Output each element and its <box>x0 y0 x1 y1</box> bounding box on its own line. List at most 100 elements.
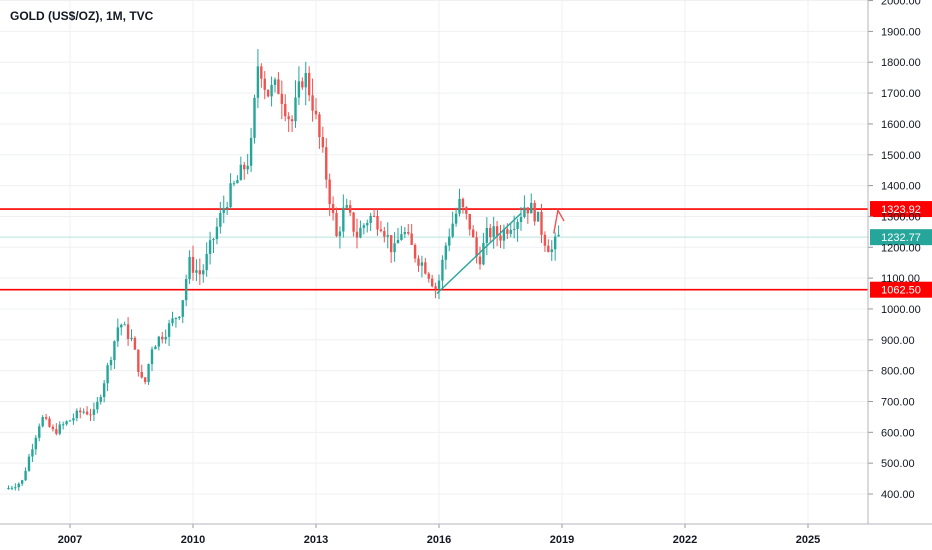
candle <box>437 274 441 300</box>
candle <box>191 245 195 281</box>
candle <box>229 173 232 210</box>
y-tick-label: 1100.00 <box>881 273 920 285</box>
candle <box>41 415 44 428</box>
candle-body <box>126 324 130 340</box>
candle-body <box>383 231 386 237</box>
candle <box>126 317 130 346</box>
candle-body <box>17 483 20 488</box>
candle-body <box>461 198 465 208</box>
candle-body <box>113 341 116 361</box>
candle-body <box>287 116 290 120</box>
candle <box>17 482 20 491</box>
drawing-layer <box>436 208 565 295</box>
candle-body <box>352 212 355 232</box>
candle-body <box>99 397 102 402</box>
candle-body <box>109 360 113 366</box>
candle <box>222 195 225 224</box>
candle <box>239 156 243 181</box>
candle <box>489 223 492 243</box>
candle-body <box>441 259 444 281</box>
candle-body <box>502 229 506 241</box>
candle-body <box>239 164 243 181</box>
candle <box>335 207 338 238</box>
candle <box>120 323 123 336</box>
candle-body <box>167 323 171 337</box>
candle-body <box>191 256 195 273</box>
candle <box>301 77 304 90</box>
candle-body <box>478 256 482 265</box>
candle <box>263 71 266 100</box>
candle <box>547 239 550 253</box>
candle-body <box>512 228 516 230</box>
candle-body <box>489 227 492 238</box>
candle-body <box>157 336 161 347</box>
candle-body <box>253 97 256 138</box>
candle <box>393 232 396 262</box>
candle <box>68 419 72 422</box>
candle <box>72 413 75 425</box>
candle-body <box>345 205 348 208</box>
candle <box>519 206 523 231</box>
candle <box>92 402 96 421</box>
candle-body <box>215 226 219 240</box>
candle <box>266 89 270 98</box>
candle <box>208 231 212 265</box>
candle-body <box>65 421 68 425</box>
y-tick-label: 1300.00 <box>881 211 921 223</box>
y-tick-label: 400.00 <box>881 489 915 501</box>
candle <box>102 380 106 403</box>
candle <box>530 193 533 214</box>
candle-body <box>328 179 331 205</box>
candle-body <box>523 207 526 218</box>
candle-body <box>38 426 41 438</box>
candle <box>413 243 417 263</box>
y-tick-label: 600.00 <box>881 427 915 439</box>
y-tick-label: 1700.00 <box>881 88 921 100</box>
candle <box>14 483 17 491</box>
candle-body <box>61 424 65 426</box>
candle-body <box>89 414 92 416</box>
trendline <box>436 212 522 295</box>
candle <box>383 226 386 243</box>
candle <box>195 259 198 281</box>
candle <box>523 195 526 219</box>
candle-body <box>229 183 232 208</box>
candle-body <box>92 409 96 415</box>
candle <box>58 421 61 436</box>
candle-body <box>85 411 89 415</box>
candle <box>130 329 133 342</box>
candle <box>410 224 413 246</box>
candle-body <box>533 202 536 222</box>
candle-body <box>389 235 393 253</box>
candle <box>157 335 161 351</box>
x-tick-label: 2016 <box>427 534 451 546</box>
candle <box>526 207 530 224</box>
candle-body <box>335 213 338 237</box>
y-tick-label: 1000.00 <box>881 304 921 316</box>
candle <box>454 207 458 227</box>
candle <box>116 318 120 347</box>
candle-body <box>325 147 328 180</box>
candle <box>277 72 280 95</box>
candle-body <box>536 211 540 222</box>
candle <box>366 219 369 233</box>
candle-body <box>14 487 17 489</box>
candle-body <box>266 89 270 97</box>
candle <box>75 408 79 422</box>
y-tick-label: 1200.00 <box>881 242 921 254</box>
candle-body <box>51 426 55 430</box>
candle <box>553 232 557 261</box>
candle <box>516 218 519 242</box>
candle <box>290 115 294 133</box>
candle <box>154 345 157 350</box>
candle <box>164 329 167 344</box>
candle-body <box>130 337 133 340</box>
y-tick-label: 700.00 <box>881 396 915 408</box>
candle-body <box>34 437 38 450</box>
candle <box>304 61 307 106</box>
candle <box>352 211 355 237</box>
candle <box>44 413 48 421</box>
candle <box>24 467 27 481</box>
x-tick-label: 2010 <box>181 534 205 546</box>
